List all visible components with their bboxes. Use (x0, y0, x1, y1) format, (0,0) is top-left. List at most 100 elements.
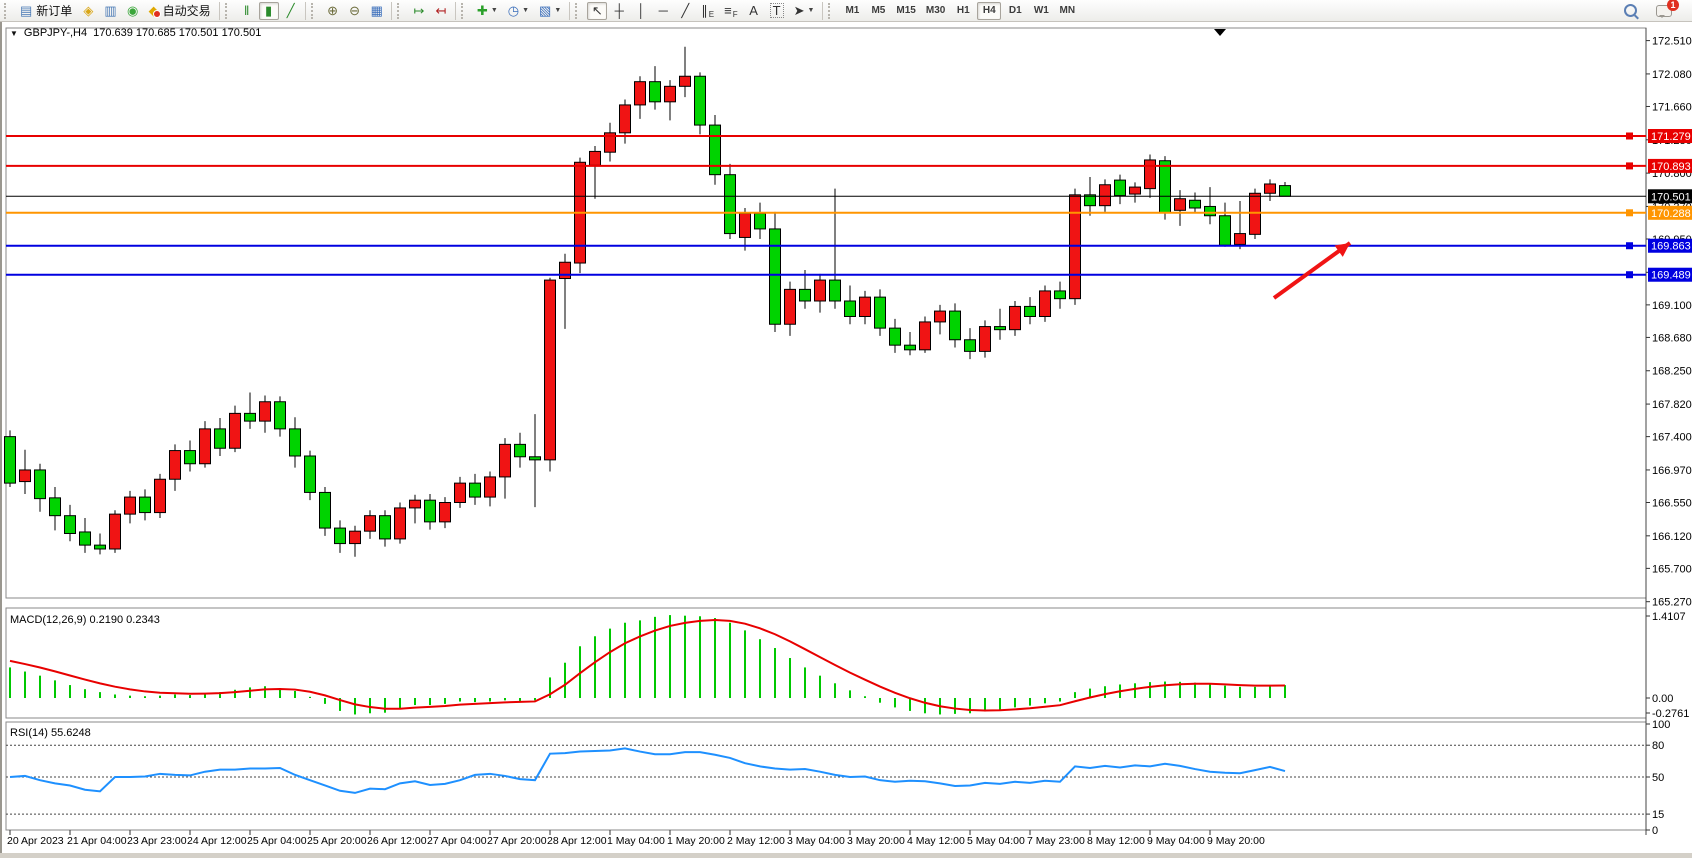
bar-chart-button[interactable]: ǁ (237, 2, 257, 20)
trendline-button[interactable]: ╱ (675, 2, 695, 20)
fibonacci-button[interactable]: ≡ F (720, 2, 741, 20)
vertical-line-button[interactable]: │ (631, 2, 651, 20)
chart-type-group: ǁ ▮ ╱ (223, 0, 302, 22)
right-group: 1 (1619, 0, 1690, 22)
equidistant-channel-button[interactable]: ∥ E (697, 2, 718, 20)
timeframe-m5[interactable]: M5 (866, 2, 890, 20)
rsi-plot-area[interactable] (5, 721, 1647, 831)
timeframe-w1[interactable]: W1 (1029, 2, 1053, 20)
templates-button[interactable]: ▧ ▼ (535, 2, 565, 20)
market-watch-icon[interactable]: ▥ (100, 2, 120, 20)
chart-window[interactable]: 172.510172.080171.660171.230170.800170.3… (0, 22, 1692, 853)
arrows-button[interactable]: ➤ ▼ (790, 2, 819, 20)
candle-body (169, 450, 181, 480)
line-handle[interactable] (1626, 242, 1633, 250)
time-label: 2 May 12:00 (727, 835, 785, 847)
line-chart-button[interactable]: ╱ (281, 2, 301, 20)
line-handle[interactable] (1626, 209, 1633, 217)
chart-profile-icon-icon: ◈ (83, 3, 94, 18)
symbol-dropdown-icon[interactable]: ▼ (10, 28, 18, 38)
icon-subscript: F (732, 9, 738, 19)
candlestick-chart-button[interactable]: ▮ (258, 1, 279, 20)
zoom-out-button[interactable]: ⊖ (345, 2, 365, 20)
chart-canvas[interactable]: 172.510172.080171.660171.230170.800170.3… (2, 22, 1692, 853)
crosshair-icon: ┼ (614, 3, 624, 18)
time-label: 24 Apr 12:00 (187, 835, 247, 847)
line-handle[interactable] (1626, 271, 1633, 279)
toolbar-drag-handle[interactable] (460, 2, 468, 19)
zoom-in-button[interactable]: ⊕ (323, 2, 343, 20)
timeframe-m15[interactable]: M15 (892, 2, 919, 20)
line-price-label-bg[interactable] (1648, 158, 1692, 173)
cursor-button[interactable]: ↖ (587, 1, 608, 20)
signals-icon[interactable]: ◉ (123, 2, 143, 20)
line-price-label-bg[interactable] (1648, 129, 1692, 143)
line-price-label-bg[interactable] (1648, 205, 1692, 220)
toolbar-drag-handle[interactable] (396, 2, 404, 19)
timeframe-h1-label: H1 (956, 5, 970, 16)
search-button[interactable] (1620, 2, 1641, 20)
autotrade-button[interactable]: ◆自动交易 (145, 2, 215, 20)
candle-body (619, 104, 631, 134)
auto-scroll-button[interactable]: ↦ (409, 2, 429, 20)
text-label-button[interactable]: T (766, 2, 788, 20)
candle-body (904, 344, 916, 351)
timeframe-mn[interactable]: MN (1055, 2, 1079, 20)
arrow-annotation-head[interactable] (1334, 243, 1350, 257)
trendline-icon: ╱ (681, 3, 690, 18)
timeframe-m1[interactable]: M1 (840, 2, 864, 20)
timeframe-m30-label: M30 (925, 5, 946, 16)
macd-indicator-label: MACD(12,26,9) 0.2190 0.2343 (10, 614, 160, 626)
time-label: 4 May 12:00 (907, 835, 965, 847)
chart-shift-marker[interactable] (1214, 29, 1226, 36)
chart-shift-button[interactable]: ↤ (431, 2, 451, 20)
chart-profile-icon[interactable]: ◈ (78, 2, 98, 20)
line-price-label: 169.489 (1651, 270, 1691, 282)
toolbar-drag-handle[interactable] (828, 2, 835, 19)
timeframe-h4[interactable]: H4 (977, 1, 1002, 20)
toolbar-drag-handle[interactable] (224, 2, 232, 19)
price-tick-label: 172.510 (1652, 36, 1692, 48)
arrow-annotation[interactable] (1272, 241, 1352, 300)
line-price-label-bg[interactable] (1648, 267, 1692, 282)
candle-body (79, 531, 91, 546)
candle-body (499, 443, 511, 478)
toolbar-drag-handle[interactable] (575, 2, 582, 19)
line-price-label-bg[interactable] (1648, 189, 1692, 204)
macd-plot-area[interactable] (5, 607, 1647, 719)
timeframe-m30[interactable]: M30 (922, 2, 949, 20)
text-icon: A (749, 3, 758, 18)
text-button[interactable]: A (744, 2, 764, 20)
toolbar-separator (822, 1, 824, 20)
toolbar-drag-handle[interactable] (310, 2, 318, 19)
line-handle[interactable] (1626, 132, 1633, 140)
chat-button[interactable]: 1 (1652, 0, 1679, 20)
candle-body (214, 428, 226, 449)
tile-windows-button[interactable]: ▦ (367, 2, 387, 20)
dropdown-arrow-icon: ▼ (807, 7, 815, 14)
candle-body (1174, 198, 1186, 211)
line-handle[interactable] (1626, 162, 1633, 170)
timeframe-m1-label: M1 (845, 5, 860, 16)
candle-body (949, 310, 961, 341)
toolbar-separator (454, 1, 456, 20)
text-label-icon: T (769, 3, 784, 18)
timeframe-d1[interactable]: D1 (1003, 2, 1027, 20)
crosshair-button[interactable]: ┼ (609, 2, 629, 20)
toolbar-drag-handle[interactable] (4, 2, 11, 19)
main-plot-area[interactable] (5, 27, 1647, 599)
cursor-icon: ↖ (591, 3, 603, 18)
new-order-button[interactable]: ▤ 新订单 (16, 2, 76, 20)
horizontal-line-button[interactable]: ─ (653, 2, 673, 20)
periods-button[interactable]: ◷ ▼ (504, 2, 533, 20)
price-tick-label: 166.120 (1652, 531, 1692, 543)
bar-chart-icon: ǁ (243, 3, 250, 18)
dropdown-arrow-icon: ▼ (490, 7, 498, 14)
candle-body (769, 228, 781, 325)
candle-body (1129, 186, 1141, 195)
candle-body (469, 482, 481, 498)
timeframe-h1[interactable]: H1 (951, 2, 975, 20)
indicators-button[interactable]: ✚ ▼ (473, 2, 502, 20)
line-price-label-bg[interactable] (1648, 238, 1692, 253)
trade-group: ▤新订单 ◈ ▥ ◉ ◆自动交易 (2, 0, 216, 22)
